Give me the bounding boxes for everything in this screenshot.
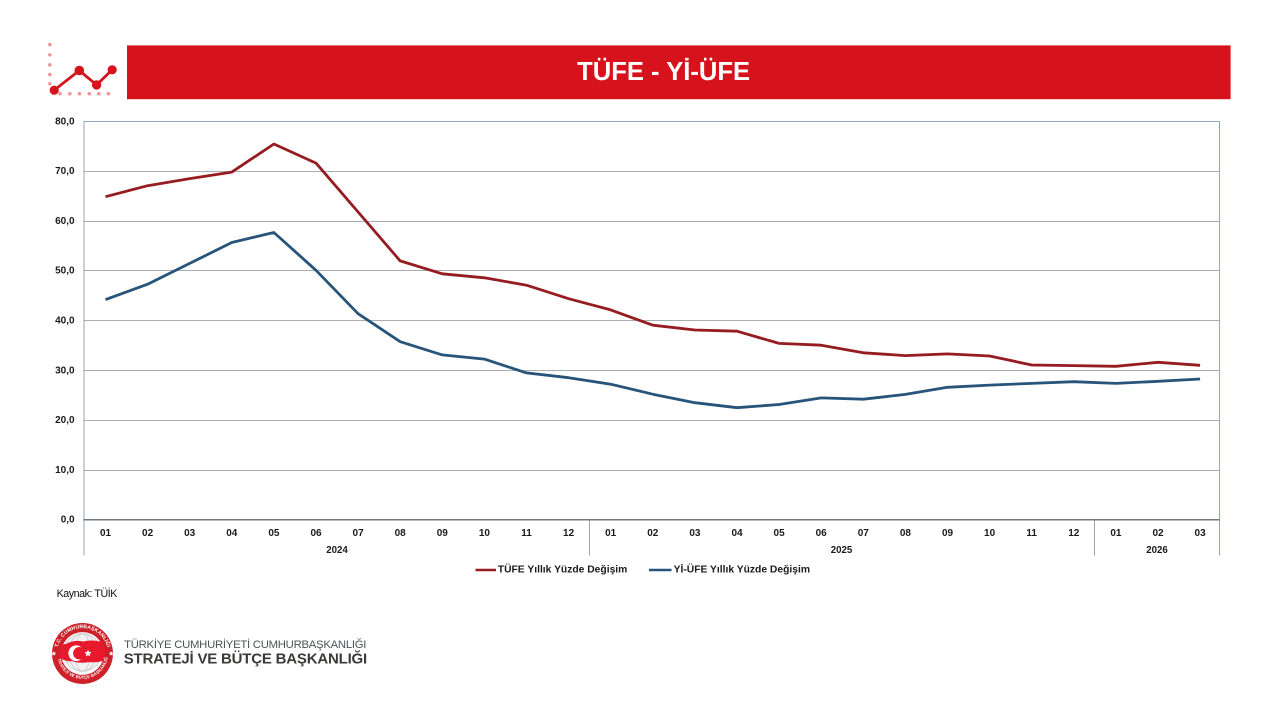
svg-text:STRATEJİ VE BÜTÇE BAŞKANLIĞI: STRATEJİ VE BÜTÇE BAŞKANLIĞI [0,0,109,680]
svg-text:70,0: 70,0 [55,166,75,177]
svg-text:10,0: 10,0 [55,465,75,476]
svg-text:06: 06 [816,528,828,539]
svg-text:02: 02 [142,528,154,539]
svg-text:09: 09 [437,528,449,539]
svg-text:40,0: 40,0 [55,316,75,327]
svg-text:11: 11 [521,528,532,539]
svg-text:01: 01 [100,528,112,539]
svg-text:10: 10 [479,528,491,539]
svg-text:10: 10 [984,528,996,539]
svg-text:04: 04 [226,528,238,539]
svg-text:60,0: 60,0 [55,216,75,227]
svg-text:2025: 2025 [831,545,853,556]
svg-text:07: 07 [858,528,870,539]
svg-text:11: 11 [1026,528,1037,539]
svg-text:12: 12 [1068,528,1080,539]
svg-text:STRATEJİ VE BÜTÇE BAŞKANLIĞI: STRATEJİ VE BÜTÇE BAŞKANLIĞI [124,650,367,668]
svg-text:2024: 2024 [326,545,348,556]
svg-text:30,0: 30,0 [55,365,75,376]
svg-text:05: 05 [268,528,280,539]
svg-text:08: 08 [395,528,407,539]
svg-text:20,0: 20,0 [55,415,75,426]
svg-text:50,0: 50,0 [55,266,75,277]
svg-text:TÜRKİYE CUMHURİYETİ CUMHURBAŞK: TÜRKİYE CUMHURİYETİ CUMHURBAŞKANLIĞI [124,638,366,651]
svg-text:02: 02 [1152,528,1164,539]
svg-text:01: 01 [1110,528,1122,539]
svg-text:06: 06 [310,528,322,539]
svg-text:03: 03 [689,528,701,539]
svg-text:04: 04 [731,528,743,539]
svg-text:07: 07 [353,528,365,539]
svg-text:TÜFE Yıllık Yüzde Değişim: TÜFE Yıllık Yüzde Değişim [498,562,628,575]
svg-text:08: 08 [900,528,912,539]
svg-text:03: 03 [1195,528,1207,539]
svg-text:80,0: 80,0 [55,116,75,127]
svg-text:09: 09 [942,528,954,539]
svg-text:02: 02 [647,528,659,539]
svg-text:Kaynak: TÜİK: Kaynak: TÜİK [57,587,119,600]
svg-text:2026: 2026 [1146,545,1168,556]
svg-text:01: 01 [605,528,617,539]
svg-text:05: 05 [774,528,786,539]
svg-text:0,0: 0,0 [61,515,75,526]
svg-text:TÜFE - Yİ-ÜFE: TÜFE - Yİ-ÜFE [577,57,750,86]
svg-text:12: 12 [563,528,575,539]
svg-text:Yİ-ÜFE Yıllık Yüzde Değişim: Yİ-ÜFE Yıllık Yüzde Değişim [674,562,810,575]
svg-text:03: 03 [184,528,196,539]
